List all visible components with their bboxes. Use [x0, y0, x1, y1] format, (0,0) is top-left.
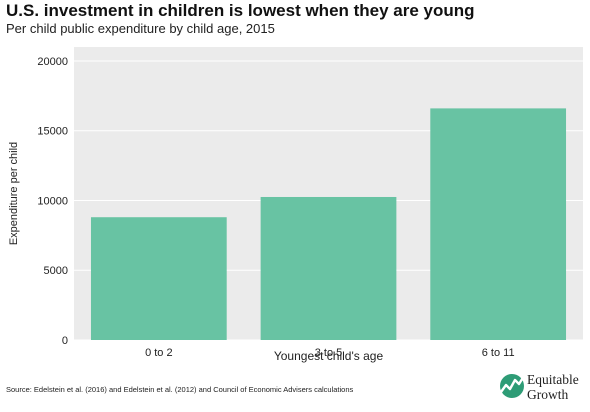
y-tick-label-3: 15000	[37, 126, 68, 138]
x-axis-label: Youngest child's age	[274, 349, 384, 363]
bar-1	[260, 196, 397, 340]
equitable-growth-logo: Equitable Growth	[498, 370, 588, 410]
chart-subtitle: Per child public expenditure by child ag…	[6, 21, 275, 36]
source-note: Source: Edelstein et al. (2016) and Edel…	[6, 385, 354, 394]
x-tick-label-0: 0 to 2	[145, 347, 173, 359]
bar-chart: 0 5000 10000 15000 20000 0 to 2 3 to 5 6 to 11…	[8, 47, 583, 363]
y-tick-label-2: 10000	[37, 195, 68, 207]
growth-chart-icon	[499, 374, 526, 398]
bars	[90, 108, 567, 340]
brand-name: Equitable Growth	[527, 372, 579, 402]
x-tick-label-1: 3 to 5	[315, 347, 343, 359]
y-tick-label-0: 0	[62, 335, 68, 347]
y-axis-label: Expenditure per child	[8, 142, 20, 245]
x-tick-label-2: 6 to 11	[482, 347, 515, 359]
x-axis-ticks: 0 to 2 3 to 5 6 to 11	[145, 347, 515, 359]
bar-2	[430, 108, 567, 340]
brand-line-1: Equitable	[527, 372, 579, 387]
y-tick-label-4: 20000	[37, 56, 68, 68]
bar-0	[90, 217, 227, 340]
chart-title: U.S. investment in children is lowest wh…	[6, 1, 475, 20]
y-axis-ticks: 0 5000 10000 15000 20000	[37, 56, 68, 347]
brand-line-2: Growth	[527, 387, 569, 402]
y-tick-label-1: 5000	[44, 265, 68, 277]
